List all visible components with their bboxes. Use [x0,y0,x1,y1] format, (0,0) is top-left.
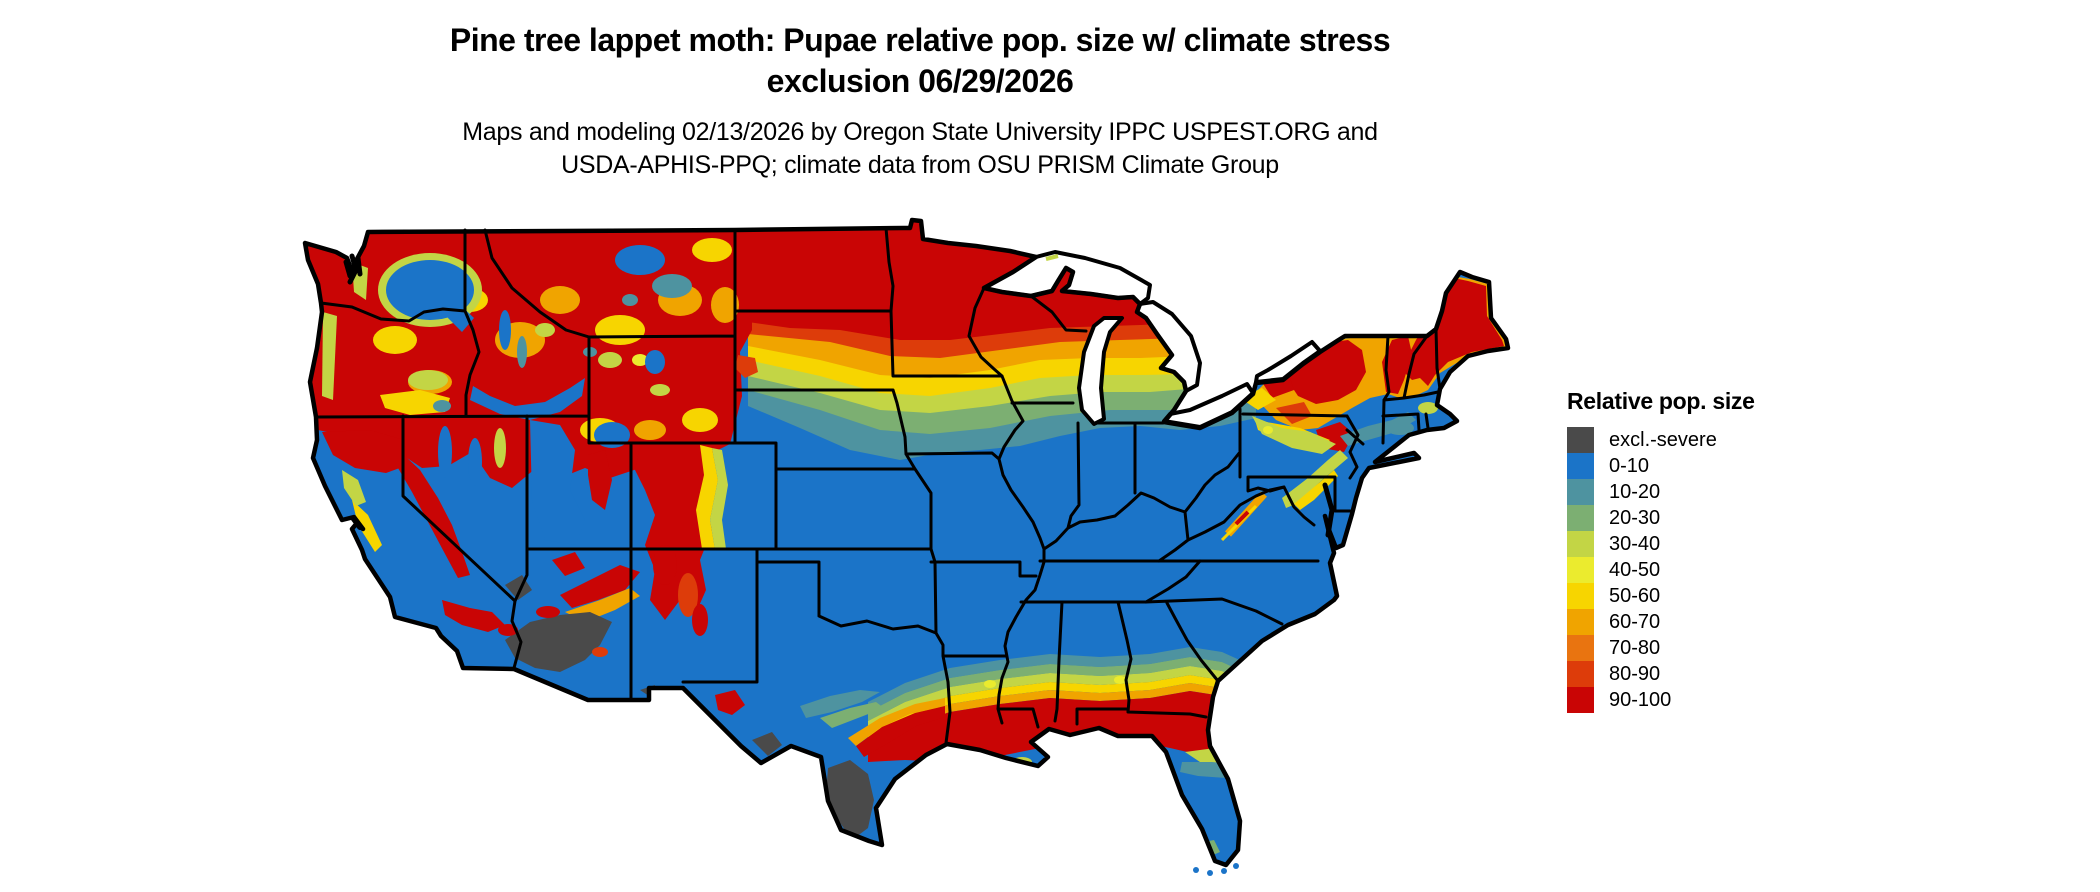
legend-item-label: 20-30 [1609,506,1661,529]
legend-item: excl.-severe [1567,427,1755,453]
legend-item: 30-40 [1567,531,1755,557]
map-subtitle: Maps and modeling 02/13/2026 by Oregon S… [300,116,1540,182]
us-outline [302,217,1511,868]
legend-item: 90-100 [1567,687,1755,713]
legend-item-label: 40-50 [1609,558,1661,581]
legend-panel: Relative pop. size excl.-severe 0-10 10-… [1567,388,1755,713]
legend-item: 0-10 [1567,453,1755,479]
legend-item-label: 80-90 [1609,662,1661,685]
map-title: Pine tree lappet moth: Pupae relative po… [300,20,1540,102]
legend-rows: excl.-severe 0-10 10-20 20-30 30-40 [1567,427,1755,713]
legend-item-label: 50-60 [1609,584,1661,607]
legend-swatch [1567,427,1594,453]
state-borders [314,226,1442,745]
map-subtitle-line1: Maps and modeling 02/13/2026 by Oregon S… [462,118,1378,146]
legend-item-label: 30-40 [1609,532,1661,555]
legend-item-label: excl.-severe [1609,428,1717,451]
legend-item: 10-20 [1567,479,1755,505]
legend-item: 60-70 [1567,609,1755,635]
legend-item: 50-60 [1567,583,1755,609]
legend-item: 20-30 [1567,505,1755,531]
legend-item-label: 60-70 [1609,610,1661,633]
legend-swatch [1567,687,1594,713]
legend-swatch [1567,505,1594,531]
legend-swatch [1567,479,1594,505]
legend-item: 80-90 [1567,661,1755,687]
legend-item-label: 70-80 [1609,636,1661,659]
legend-item-label: 0-10 [1609,454,1650,477]
legend-title: Relative pop. size [1567,388,1755,414]
map-subtitle-line2: USDA-APHIS-PPQ; climate data from OSU PR… [561,151,1279,179]
legend-swatch [1567,531,1594,557]
map-title-line1: Pine tree lappet moth: Pupae relative po… [449,22,1391,58]
map-title-line2: exclusion 06/29/2026 [766,63,1074,99]
legend-swatch [1567,661,1594,687]
legend-item: 70-80 [1567,635,1755,661]
legend-swatch [1567,635,1594,661]
lake-michigan [1077,316,1124,426]
legend-item-label: 10-20 [1609,480,1661,503]
legend-swatch [1567,609,1594,635]
header: Pine tree lappet moth: Pupae relative po… [300,20,1540,182]
legend-swatch [1567,453,1594,479]
legend-item-label: 90-100 [1609,688,1672,711]
legend-swatch [1567,583,1594,609]
legend-swatch [1567,557,1594,583]
islands [1045,254,1239,876]
legend-item: 40-50 [1567,557,1755,583]
